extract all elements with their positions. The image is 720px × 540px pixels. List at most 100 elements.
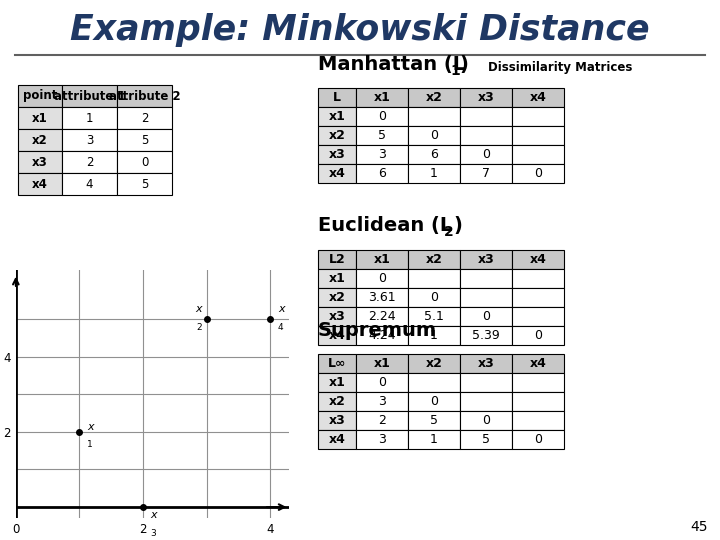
- Bar: [408, 354, 460, 373]
- Bar: [460, 164, 512, 183]
- Text: x2: x2: [426, 357, 442, 370]
- Bar: [356, 373, 408, 392]
- Text: x1: x1: [328, 376, 346, 389]
- Bar: [356, 126, 408, 145]
- Text: 45: 45: [690, 520, 708, 534]
- Bar: [117, 85, 172, 107]
- Text: 2: 2: [86, 156, 94, 168]
- Bar: [356, 430, 408, 449]
- Text: x2: x2: [328, 129, 346, 142]
- Bar: [318, 88, 356, 107]
- Bar: [117, 151, 172, 173]
- Text: 0: 0: [482, 414, 490, 427]
- Text: 5: 5: [482, 433, 490, 446]
- Text: x3: x3: [328, 148, 346, 161]
- Text: 5.39: 5.39: [472, 329, 500, 342]
- Bar: [408, 326, 460, 345]
- Bar: [318, 145, 356, 164]
- Text: x2: x2: [328, 395, 346, 408]
- Bar: [512, 145, 564, 164]
- Bar: [460, 269, 512, 288]
- Bar: [318, 288, 356, 307]
- Bar: [62, 85, 117, 107]
- Bar: [408, 392, 460, 411]
- Bar: [318, 392, 356, 411]
- Text: x3: x3: [328, 414, 346, 427]
- Bar: [318, 411, 356, 430]
- Text: 5: 5: [378, 129, 386, 142]
- Bar: [512, 288, 564, 307]
- Text: x4: x4: [530, 253, 546, 266]
- Bar: [512, 373, 564, 392]
- Text: 5: 5: [141, 133, 148, 146]
- Text: 0: 0: [534, 167, 542, 180]
- Bar: [62, 129, 117, 151]
- Text: x1: x1: [32, 111, 48, 125]
- Bar: [62, 173, 117, 195]
- Text: Supremum: Supremum: [318, 321, 437, 340]
- Bar: [512, 354, 564, 373]
- Bar: [408, 164, 460, 183]
- Text: x2: x2: [426, 253, 442, 266]
- Text: 3: 3: [378, 395, 386, 408]
- Bar: [356, 107, 408, 126]
- Bar: [460, 250, 512, 269]
- Text: x3: x3: [477, 253, 495, 266]
- Text: x: x: [87, 422, 94, 432]
- Bar: [512, 430, 564, 449]
- Text: 6: 6: [430, 148, 438, 161]
- Bar: [318, 326, 356, 345]
- Text: 1: 1: [430, 167, 438, 180]
- Bar: [408, 288, 460, 307]
- Text: L∞: L∞: [328, 357, 346, 370]
- Text: 7: 7: [482, 167, 490, 180]
- Text: 0: 0: [482, 148, 490, 161]
- Bar: [318, 269, 356, 288]
- Text: ): ): [453, 216, 462, 235]
- Text: 1: 1: [86, 111, 94, 125]
- Text: 5: 5: [141, 178, 148, 191]
- Text: x3: x3: [328, 310, 346, 323]
- Text: L: L: [333, 91, 341, 104]
- Text: Euclidean (L: Euclidean (L: [318, 216, 452, 235]
- Bar: [512, 307, 564, 326]
- Text: L2: L2: [328, 253, 346, 266]
- Text: 5: 5: [430, 414, 438, 427]
- Bar: [356, 326, 408, 345]
- Bar: [356, 269, 408, 288]
- Text: 6: 6: [378, 167, 386, 180]
- Bar: [512, 88, 564, 107]
- Text: 0: 0: [534, 433, 542, 446]
- Bar: [408, 107, 460, 126]
- Bar: [318, 250, 356, 269]
- Bar: [408, 269, 460, 288]
- Bar: [408, 307, 460, 326]
- Text: x1: x1: [328, 272, 346, 285]
- Bar: [356, 307, 408, 326]
- Bar: [117, 173, 172, 195]
- Text: 0: 0: [430, 129, 438, 142]
- Text: 1: 1: [87, 440, 93, 449]
- Text: x4: x4: [32, 178, 48, 191]
- Text: 1: 1: [450, 64, 460, 78]
- Text: x2: x2: [32, 133, 48, 146]
- Bar: [318, 430, 356, 449]
- Bar: [356, 288, 408, 307]
- Bar: [18, 107, 62, 129]
- Bar: [18, 151, 62, 173]
- Text: 2: 2: [196, 323, 202, 332]
- Bar: [18, 85, 62, 107]
- Text: x1: x1: [374, 91, 390, 104]
- Bar: [318, 164, 356, 183]
- Bar: [356, 145, 408, 164]
- Bar: [512, 326, 564, 345]
- Text: 0: 0: [430, 395, 438, 408]
- Text: 2: 2: [378, 414, 386, 427]
- Bar: [460, 392, 512, 411]
- Bar: [408, 250, 460, 269]
- Bar: [460, 126, 512, 145]
- Bar: [460, 107, 512, 126]
- Text: ): ): [459, 55, 468, 74]
- Text: x: x: [150, 510, 158, 520]
- Text: 3: 3: [378, 148, 386, 161]
